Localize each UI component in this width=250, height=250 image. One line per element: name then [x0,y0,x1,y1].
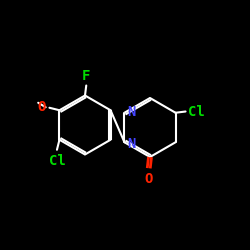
Text: O: O [37,100,46,114]
Text: N: N [128,105,136,119]
Text: Cl: Cl [188,104,205,118]
Text: F: F [82,68,90,82]
Text: Cl: Cl [48,154,65,168]
Text: O: O [144,172,153,186]
Text: N: N [127,137,135,151]
